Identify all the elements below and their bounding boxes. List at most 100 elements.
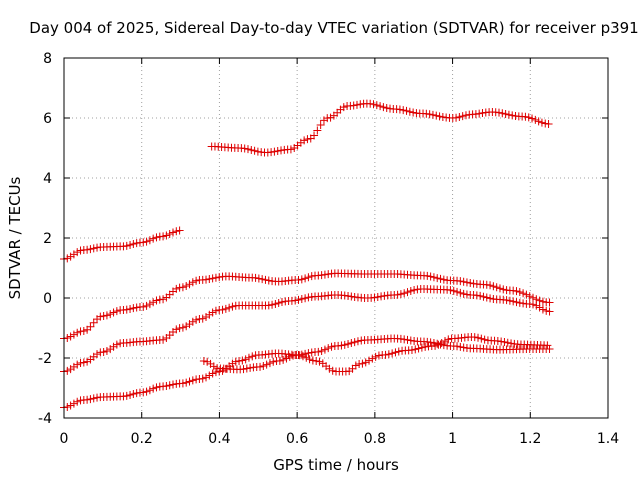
- data-point: [172, 325, 181, 334]
- data-point: [106, 310, 115, 319]
- data-point: [188, 317, 197, 326]
- data-point: [532, 301, 541, 310]
- data-point: [182, 322, 191, 331]
- data-point: [462, 278, 471, 287]
- data-point: [221, 304, 230, 313]
- grid: [64, 58, 608, 418]
- data-point: [405, 107, 414, 116]
- data-point: [302, 353, 311, 362]
- data-point: [218, 305, 227, 314]
- data-point: [297, 295, 306, 304]
- data-point: [474, 333, 483, 342]
- data-point: [411, 345, 420, 354]
- data-point: [365, 356, 374, 365]
- data-point: [149, 298, 158, 307]
- data-point: [149, 234, 158, 243]
- data-point: [313, 126, 322, 135]
- data-point: [414, 344, 423, 353]
- data-point: [459, 343, 468, 352]
- data-point: [314, 347, 323, 356]
- data-point: [545, 307, 554, 316]
- data-point: [99, 311, 108, 320]
- data-point: [431, 341, 440, 350]
- data-point: [247, 145, 256, 154]
- data-point: [315, 357, 324, 366]
- x-tick-label: 0.2: [131, 431, 153, 447]
- data-point: [391, 348, 400, 357]
- data-point: [501, 109, 510, 118]
- data-point: [294, 295, 303, 304]
- data-point: [410, 286, 419, 295]
- data-point: [476, 291, 485, 300]
- data-point: [512, 298, 521, 307]
- data-point: [459, 289, 468, 298]
- data-point: [83, 395, 92, 404]
- data-point: [129, 390, 138, 399]
- data-point: [509, 297, 518, 306]
- data-point: [152, 233, 161, 242]
- data-point: [512, 287, 521, 296]
- x-axis-label: GPS time / hours: [273, 456, 399, 474]
- data-point: [69, 399, 78, 408]
- data-point: [369, 100, 378, 109]
- data-point: [285, 352, 294, 361]
- data-point: [479, 292, 488, 301]
- data-point: [407, 345, 416, 354]
- data-point: [350, 338, 359, 347]
- data-point: [507, 339, 516, 348]
- data-point: [205, 275, 214, 284]
- data-point: [109, 342, 118, 351]
- data-point: [439, 275, 448, 284]
- data-point: [126, 391, 135, 400]
- data-point: [79, 358, 88, 367]
- data-point: [149, 384, 158, 393]
- data-point: [376, 102, 385, 111]
- x-tick-label: 1: [448, 431, 457, 447]
- x-tick-label: 1.4: [597, 431, 619, 447]
- data-point: [327, 342, 336, 351]
- series-s4: [60, 285, 554, 376]
- data-point: [185, 377, 194, 386]
- data-point: [202, 275, 211, 284]
- data-point: [312, 356, 321, 365]
- data-point: [279, 355, 288, 364]
- data-point: [307, 272, 316, 281]
- data-point: [423, 271, 432, 280]
- data-point: [132, 239, 141, 248]
- data-point: [182, 282, 191, 291]
- data-point: [434, 340, 443, 349]
- data-point: [482, 293, 491, 302]
- data-point: [89, 394, 98, 403]
- data-point: [73, 248, 82, 257]
- data-point: [269, 357, 278, 366]
- data-point: [139, 302, 148, 311]
- data-point: [433, 339, 442, 348]
- data-point: [142, 387, 151, 396]
- data-point: [225, 303, 234, 312]
- data-point: [461, 111, 470, 120]
- data-point: [358, 359, 367, 368]
- data-point: [402, 106, 411, 115]
- data-point: [304, 293, 313, 302]
- data-point: [440, 336, 449, 345]
- data-point: [275, 356, 284, 365]
- data-point: [145, 386, 154, 395]
- data-point: [178, 379, 187, 388]
- data-point: [435, 112, 444, 121]
- data-point: [535, 296, 544, 305]
- series-s6: [199, 333, 552, 376]
- data-point: [371, 352, 380, 361]
- x-tick-label: 0: [60, 431, 69, 447]
- data-point: [305, 355, 314, 364]
- data-point: [337, 341, 346, 350]
- data-point: [243, 145, 252, 154]
- data-point: [102, 347, 111, 356]
- data-point: [304, 273, 313, 282]
- data-point: [122, 305, 131, 314]
- y-tick-label: 2: [43, 231, 52, 247]
- data-point: [545, 298, 554, 307]
- data-point: [89, 318, 98, 327]
- data-point: [254, 274, 263, 283]
- data-point: [317, 347, 326, 356]
- data-point: [421, 342, 430, 351]
